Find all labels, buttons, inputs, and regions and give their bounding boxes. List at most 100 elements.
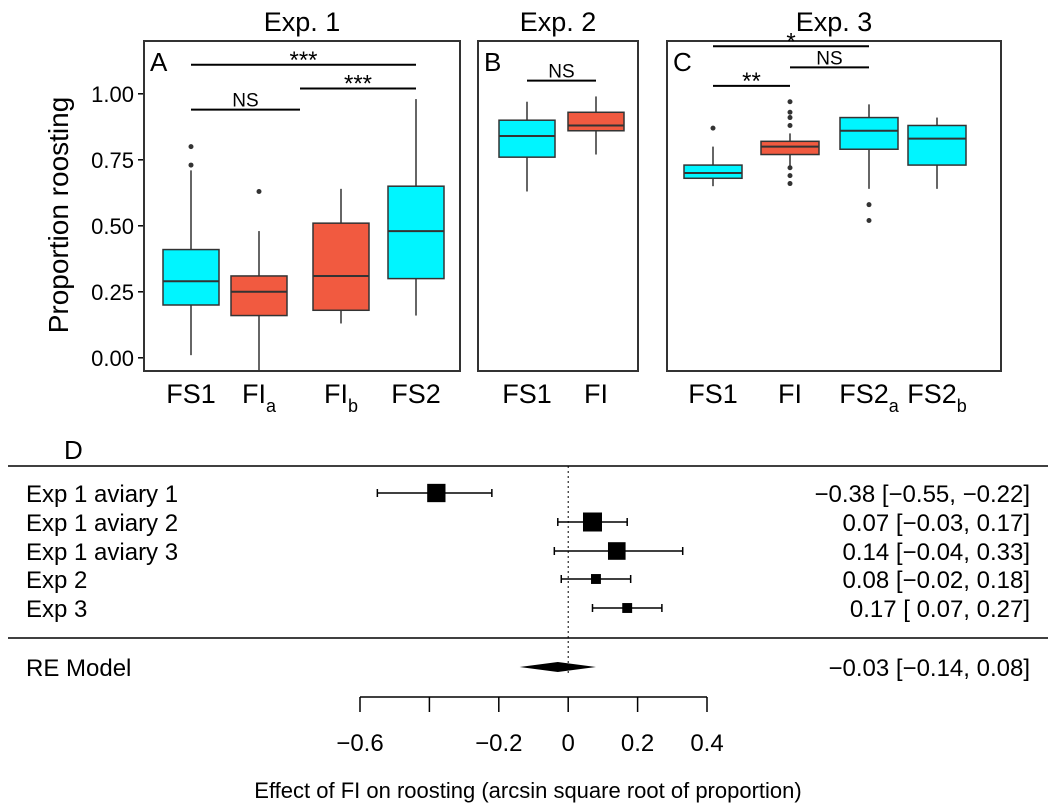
x-tick-subscript: a [266,396,277,416]
panel-title: Exp. 2 [520,7,597,37]
significance-label: *** [344,71,372,98]
x-tick-label: 0.4 [690,730,723,757]
x-tick-label: FS1 [166,379,216,409]
outlier-point [710,125,716,131]
box-0 [683,125,743,187]
panel-title: Exp. 3 [796,7,873,37]
summary-diamond [519,662,596,672]
box-0 [162,144,220,356]
box-iqr [567,111,625,132]
forest-row: Exp 3 0.17 [ 0.07, 0.27] [26,596,1030,623]
study-estimate-text: 0.14 [−0.04, 0.33] [843,539,1031,566]
x-tick-label: 0 [562,730,575,757]
box-iqr [230,275,288,317]
outlier-point [787,115,793,121]
x-tick-base: FI [778,379,802,409]
outlier-point [256,188,262,194]
x-axis-title: Effect of FI on roosting (arcsin square … [254,778,801,803]
outlier-point [787,109,793,115]
study-label: Exp 3 [26,596,87,623]
x-tick-label: FS2a [839,379,900,416]
panel-letter: B [484,47,501,77]
box-3 [387,99,445,316]
significance-label: ** [742,68,761,95]
box-1 [567,96,625,155]
study-label: Exp 1 aviary 2 [26,510,178,537]
box-iqr [498,119,556,158]
significance-label: NS [548,62,574,83]
box-iqr [162,248,220,306]
box-2 [312,188,370,324]
box-iqr [312,222,370,312]
y-tick-label: 0.75 [91,148,134,173]
x-tick-label: FIb [324,379,358,416]
y-tick-label: 1.00 [91,82,134,107]
point-estimate-square [591,574,601,584]
y-axis-ticks: 0.00 0.25 0.50 0.75 1.00 [91,82,144,371]
x-tick-label: FS1 [502,379,552,409]
panel-letter: D [64,435,83,465]
x-tick-base: FS1 [166,379,216,409]
point-estimate-square [607,542,626,560]
study-estimate-text: 0.17 [ 0.07, 0.27] [850,596,1030,623]
y-tick-label: 0.25 [91,280,134,305]
x-tick-label: FS2b [907,379,967,416]
box-1 [230,188,288,371]
x-tick-base: FS2 [391,379,441,409]
outlier-point [787,165,793,171]
x-tick-subscript: b [957,396,967,416]
study-estimate-text: 0.07 [−0.03, 0.17] [843,510,1031,537]
study-estimate-text: −0.38 [−0.55, −0.22] [814,481,1030,508]
box-3 [907,117,967,189]
panel-letter: C [673,47,692,77]
forest-row: Exp 1 aviary 3 0.14 [−0.04, 0.33] [26,539,1030,566]
panel-title: Exp. 1 [264,7,341,37]
x-tick-label: FS2 [391,379,441,409]
box-2 [839,104,899,224]
box-iqr [387,185,445,280]
x-tick-base: FS1 [502,379,552,409]
x-tick-label: −0.6 [336,730,383,757]
box-iqr [907,124,967,166]
x-tick-label: −0.2 [475,730,522,757]
box-iqr [683,164,743,180]
x-tick-base: FS2 [839,379,889,409]
forest-row: Exp 1 aviary 1 −0.38 [−0.55, −0.22] [26,481,1030,508]
x-tick-base: FI [584,379,608,409]
x-tick-base: FS2 [907,379,957,409]
outlier-point [188,162,194,168]
significance-label: *** [289,47,317,74]
panel-frame [666,40,1002,372]
outlier-point [787,181,793,187]
x-tick-subscript: b [348,396,358,416]
x-tick-subscript: a [889,396,900,416]
x-tick-label: FI [584,379,608,409]
summary-estimate-text: −0.03 [−0.14, 0.08] [828,655,1030,682]
outlier-point [866,218,872,224]
outlier-point [188,144,194,150]
panel-frame [143,40,461,372]
box-iqr [760,140,820,156]
panel-b-boxplot: Exp. 2 B FS1 FI NS [477,7,639,409]
outlier-point [787,122,793,128]
x-tick-label: FIa [242,379,277,416]
x-tick-label: FI [778,379,802,409]
significance-label: * [786,28,795,55]
x-tick-base: FI [242,379,266,409]
panel-frame [477,40,639,372]
panel-letter: A [150,47,168,77]
point-estimate-square [427,483,446,503]
x-tick-label: FS1 [688,379,738,409]
box-iqr [839,116,899,150]
x-tick-base: FI [324,379,348,409]
box-1 [760,99,820,187]
y-axis-title: Proportion roosting [43,97,74,334]
outlier-point [787,99,793,105]
forest-row: Exp 1 aviary 2 0.07 [−0.03, 0.17] [26,510,1030,537]
x-tick-base: FS1 [688,379,738,409]
forest-row: Exp 2 0.08 [−0.02, 0.18] [26,567,1030,594]
